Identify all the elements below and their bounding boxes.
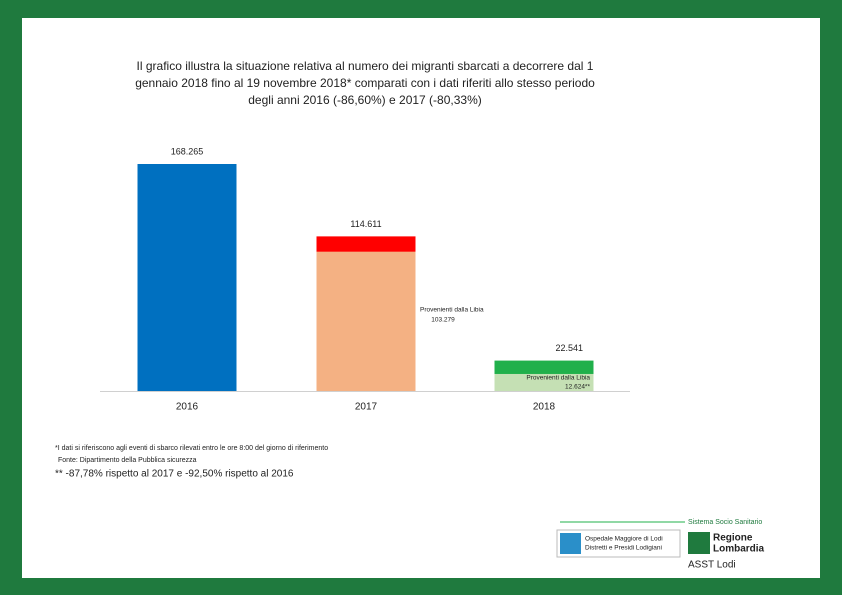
footnote: ** -87,78% rispetto al 2017 e -92,50% ri…: [55, 469, 294, 480]
segment-name: Provenienti dalla Libia: [420, 307, 484, 314]
segment-label: 12.624**: [565, 384, 590, 391]
logo-text: ASST Lodi: [688, 560, 736, 571]
bar-segment: [316, 251, 416, 391]
bar: [137, 164, 237, 391]
segment-label: 103.279: [431, 317, 455, 324]
logo-text: Distretti e Presidi Lodigiani: [585, 545, 662, 552]
value-label: 22.541: [555, 343, 583, 353]
bar-segment: [494, 373, 594, 391]
segment-name: Provenienti dalla Libia: [526, 375, 590, 382]
footnote: Fonte: Dipartimento della Pubblica sicur…: [58, 457, 197, 464]
region-icon: [688, 532, 710, 554]
x-tick-label: 2018: [533, 402, 556, 413]
x-tick-label: 2016: [176, 402, 199, 413]
chart-title: Il grafico illustra la situazione relati…: [137, 59, 594, 73]
chart-title: gennaio 2018 fino al 19 novembre 2018* c…: [135, 76, 595, 90]
value-label: 114.611: [350, 219, 381, 229]
logo-text: Regione: [713, 533, 753, 544]
logo-text: Ospedale Maggiore di Lodi: [585, 536, 663, 543]
value-label: 168.265: [171, 146, 204, 156]
hospital-icon: [560, 533, 581, 554]
logo-text: Lombardia: [713, 544, 765, 555]
footnote: *I dati si riferiscono agli eventi di sb…: [55, 445, 328, 452]
x-tick-label: 2017: [355, 402, 378, 413]
logo-text: Sistema Socio Sanitario: [688, 519, 762, 526]
chart-title: degli anni 2016 (-86,60%) e 2017 (-80,33…: [248, 93, 481, 107]
